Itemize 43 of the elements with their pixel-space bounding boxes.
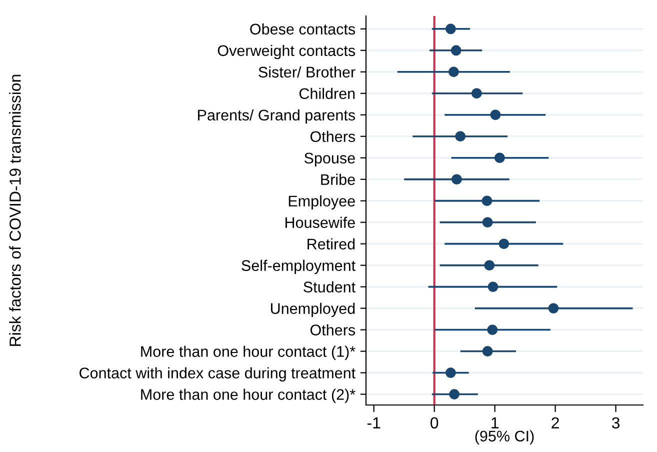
y-tick-label: Others <box>310 324 356 336</box>
y-tick-label: Self-employment <box>242 260 356 274</box>
y-tick-label: Overweight contacts <box>218 44 356 60</box>
y-tick-label: More than one hour contact (1)* <box>141 346 356 360</box>
y-tick-label: Retired <box>308 238 355 250</box>
x-axis-title: (95% CI) <box>475 430 534 445</box>
point <box>452 174 462 185</box>
y-tick-label: Employee <box>288 195 355 210</box>
x-tick-label: 3 <box>612 417 620 429</box>
point <box>450 45 462 56</box>
point <box>482 196 492 206</box>
point <box>482 346 493 356</box>
point <box>471 88 482 99</box>
y-tick-label: Bribe <box>321 174 355 186</box>
x-tick-label: 0 <box>430 417 438 429</box>
point <box>449 389 460 400</box>
point <box>488 282 498 292</box>
y-tick-label: Contact with index case during treatment <box>80 367 356 382</box>
y-axis-title: Risk factors of COVID-19 transmission <box>9 74 21 346</box>
y-tick-label: Housewife <box>286 216 355 228</box>
y-tick-label: Sister/ Brother <box>258 66 356 78</box>
point <box>484 260 495 271</box>
point <box>490 110 501 120</box>
point <box>445 24 456 34</box>
y-tick-label: Children <box>299 88 355 100</box>
point <box>498 238 510 250</box>
point <box>487 324 498 335</box>
y-tick-label: Unemployed <box>270 302 355 317</box>
y-tick-label: Student <box>304 281 356 292</box>
x-tick-label: 2 <box>552 417 559 428</box>
point <box>494 152 505 164</box>
x-tick-label: -1 <box>367 417 380 428</box>
y-tick-label: Parents/ Grand parents <box>198 109 356 124</box>
point <box>448 66 459 78</box>
point <box>482 217 493 228</box>
y-tick-label: More than one hour contact (2)* <box>141 388 356 403</box>
y-tick-label: Obese contacts <box>250 23 356 35</box>
point <box>548 303 559 314</box>
point <box>445 368 456 378</box>
x-tick-label: 1 <box>492 417 498 428</box>
y-tick-label: Spouse <box>304 152 355 167</box>
point <box>455 131 466 142</box>
y-tick-label: Others <box>310 130 356 142</box>
